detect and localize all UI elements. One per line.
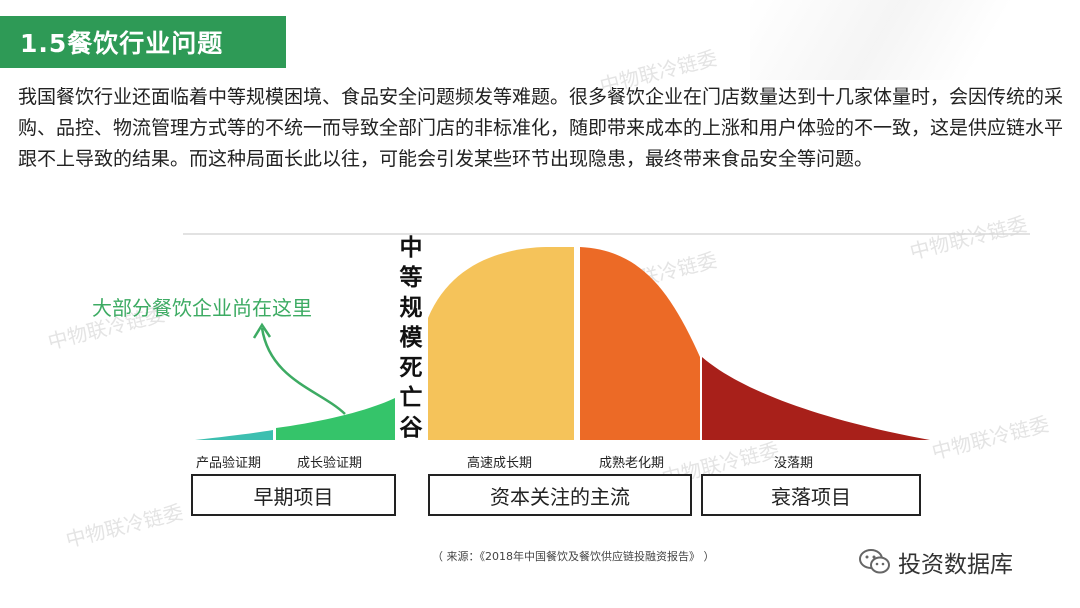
arrow-head-icon	[252, 322, 272, 339]
phase-label-decline: 没落期	[774, 456, 814, 471]
background-decoration	[750, 0, 1080, 80]
brand-badge: 投资数据库	[858, 545, 1013, 579]
brand-name: 投资数据库	[898, 552, 1013, 578]
group-box-early: 早期项目	[191, 474, 396, 516]
curve-segment-decline	[702, 357, 930, 440]
group-label-mainstream: 资本关注的主流	[490, 484, 630, 509]
death-valley-label: 中等规模死亡谷	[399, 235, 423, 441]
annotation-arrow	[260, 327, 346, 415]
phase-label-product-validation: 产品验证期	[196, 456, 262, 471]
phase-label-rapid-growth: 高速成长期	[467, 456, 533, 471]
curve-segment-product-validation	[195, 430, 273, 440]
slide-title: 1.5餐饮行业问题	[20, 29, 224, 58]
annotation-text: 大部分餐饮企业尚在这里	[92, 296, 312, 320]
group-box-decline: 衰落项目	[701, 474, 921, 516]
slide-title-bar: 1.5餐饮行业问题	[0, 16, 286, 68]
curve-segment-growth-validation	[276, 398, 395, 440]
group-label-decline: 衰落项目	[771, 484, 851, 509]
intro-paragraph: 我国餐饮行业还面临着中等规模困境、食品安全问题频发等难题。很多餐饮企业在门店数量…	[18, 86, 1064, 170]
group-label-early: 早期项目	[253, 484, 334, 509]
curve-segment-maturity	[580, 247, 700, 440]
phase-label-maturity: 成熟老化期	[599, 456, 665, 471]
group-box-mainstream: 资本关注的主流	[428, 474, 692, 516]
source-citation: （ 来源：《2018年中国餐饮及餐饮供应链投融资报告》 ）	[432, 550, 715, 563]
curve-segment-rapid-growth	[428, 247, 574, 440]
phase-label-growth-validation: 成长验证期	[297, 456, 363, 471]
wechat-icon	[859, 549, 890, 574]
